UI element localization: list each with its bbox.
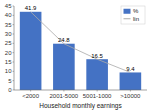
- x-tick: [97, 90, 98, 92]
- x-axis-label: Household monthly earnings: [39, 102, 122, 110]
- y-tick-label: 15: [5, 59, 12, 65]
- bar: [120, 72, 142, 90]
- bar: [86, 59, 108, 90]
- y-tick-label: 35: [5, 22, 12, 28]
- x-tick: [130, 90, 131, 92]
- bar: [53, 44, 75, 90]
- y-tick: [13, 80, 15, 81]
- y-axis: [14, 6, 15, 90]
- y-tick: [13, 71, 15, 72]
- y-tick: [13, 62, 15, 63]
- y-tick: [13, 43, 15, 44]
- x-tick-label: 2001-5000: [50, 93, 79, 99]
- y-tick: [13, 24, 15, 25]
- x-tick-label: >10000: [120, 93, 141, 99]
- x-tick: [63, 90, 64, 92]
- x-tick-label: 5001-1000: [83, 93, 112, 99]
- chart: 0 5 10 15 20 25 30 35 40 45 <2000 2001-5000 5001-100…: [0, 0, 150, 110]
- legend: % lin: [121, 6, 145, 24]
- y-tick-label: 5: [8, 78, 12, 84]
- data-label: 24.8: [58, 37, 70, 43]
- x-tick: [30, 90, 31, 92]
- y-tick-label: 25: [5, 40, 12, 46]
- y-tick-label: 45: [5, 3, 12, 9]
- legend-swatch: [124, 18, 131, 19]
- x-axis: [14, 90, 147, 91]
- legend-swatch: [124, 9, 131, 14]
- y-tick: [13, 34, 15, 35]
- data-label: 16.5: [91, 53, 103, 59]
- data-label: 41.9: [25, 5, 37, 11]
- y-tick-label: 10: [5, 68, 12, 74]
- line: [31, 12, 131, 73]
- y-tick: [13, 90, 15, 91]
- y-tick: [13, 52, 15, 53]
- y-tick: [13, 15, 15, 16]
- legend-box: [121, 6, 145, 24]
- y-tick-label: 30: [5, 31, 12, 37]
- bar: [20, 12, 42, 90]
- y-tick-label: 20: [5, 50, 12, 56]
- data-label: 9.4: [126, 66, 135, 72]
- x-tick-label: <2000: [22, 93, 40, 99]
- legend-label: %: [133, 8, 139, 14]
- legend-label: lin: [133, 16, 139, 22]
- y-tick-label: 40: [5, 12, 12, 18]
- y-tick-label: 0: [8, 87, 12, 93]
- y-tick: [13, 6, 15, 7]
